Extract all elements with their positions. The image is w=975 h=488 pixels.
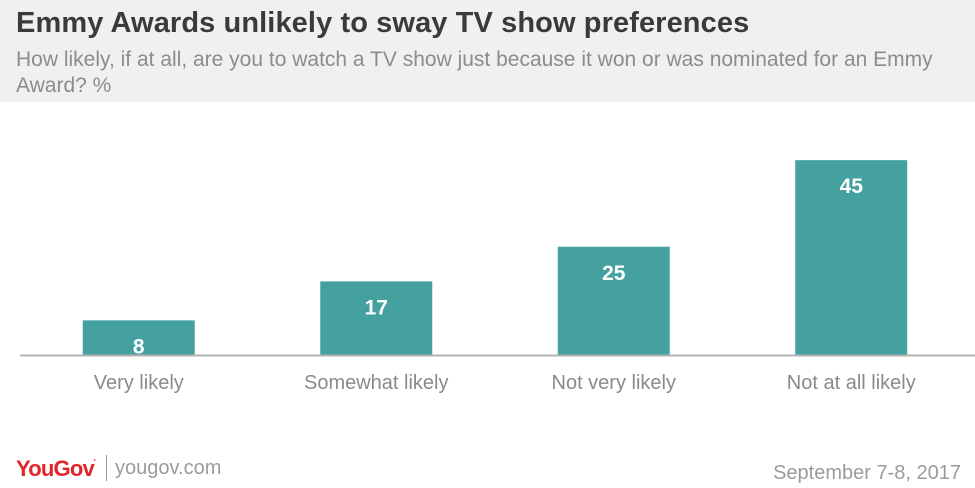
bar-not-at-all-likely: [795, 160, 908, 355]
bar-very-likely: [82, 320, 195, 355]
bar-somewhat-likely: [320, 281, 433, 355]
data-label: 17: [365, 296, 388, 319]
chart-subtitle: How likely, if at all, are you to watch …: [16, 48, 933, 97]
source-url: yougov.com: [115, 457, 222, 479]
yougov-logo: YouGov': [16, 456, 96, 481]
data-label: 45: [840, 175, 864, 198]
header-band: Emmy Awards unlikely to sway TV show pre…: [0, 0, 975, 102]
category-label: Not very likely: [552, 372, 676, 394]
survey-date: September 7-8, 2017: [773, 462, 961, 484]
category-label: Somewhat likely: [304, 372, 449, 394]
category-label: Very likely: [94, 372, 184, 394]
chart-title: Emmy Awards unlikely to sway TV show pre…: [16, 7, 750, 39]
data-label: 25: [602, 262, 626, 285]
data-label: 8: [133, 335, 145, 358]
footer-divider: [106, 455, 107, 481]
bar-chart: 8 Very likely 17 Somewhat likely 25 Not very …: [20, 160, 975, 394]
bar-not-very-likely: [557, 246, 670, 355]
category-label: Not at all likely: [787, 372, 916, 394]
